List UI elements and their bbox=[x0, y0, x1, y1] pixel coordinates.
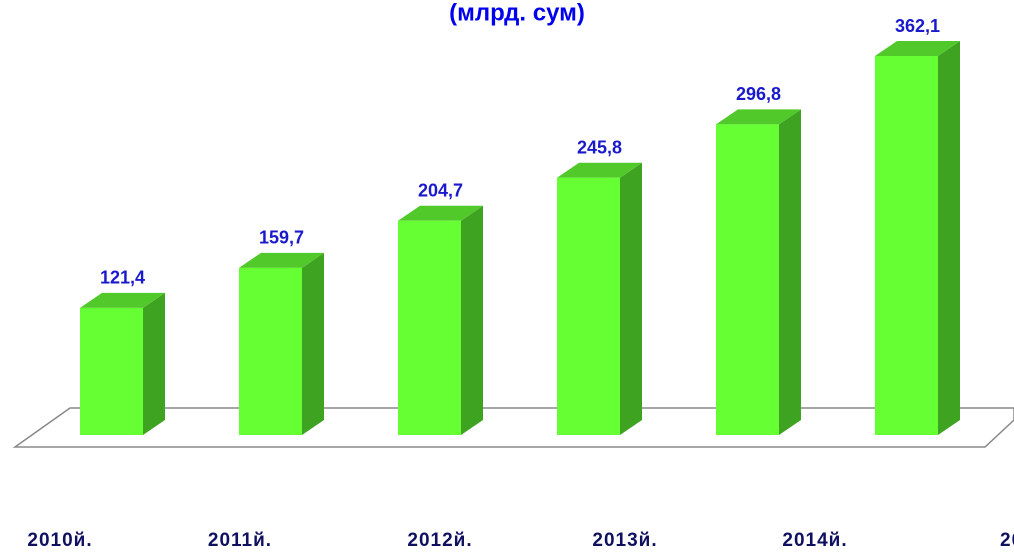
bar bbox=[398, 220, 461, 435]
value-label: 204,7 bbox=[418, 180, 463, 200]
x-tick-label: 2011й. bbox=[208, 530, 272, 551]
bar bbox=[716, 124, 779, 436]
bar-side bbox=[461, 205, 483, 435]
chart-title: (млрд. сум) bbox=[449, 0, 585, 26]
x-tick-label: 2010й. bbox=[27, 530, 92, 551]
value-label: 296,8 bbox=[736, 84, 781, 104]
bar-side bbox=[938, 41, 960, 435]
bar-side bbox=[302, 252, 324, 435]
value-label: 362,1 bbox=[895, 16, 940, 36]
value-label: 159,7 bbox=[259, 228, 304, 248]
bar-top bbox=[239, 252, 324, 268]
bar-side bbox=[620, 162, 642, 436]
bar bbox=[239, 267, 302, 435]
value-label: 121,4 bbox=[100, 268, 145, 288]
bar-top bbox=[557, 162, 642, 178]
bar-top bbox=[80, 292, 165, 308]
bar bbox=[80, 307, 143, 435]
bar-side bbox=[779, 109, 801, 436]
x-tick-label: 2013й. bbox=[592, 530, 657, 551]
bar-top bbox=[398, 205, 483, 221]
x-tick-label: 201 bbox=[1000, 530, 1014, 551]
bar bbox=[875, 56, 938, 435]
value-label: 245,8 bbox=[577, 137, 622, 157]
bar-top bbox=[875, 41, 960, 56]
bar-side bbox=[143, 292, 165, 435]
bar bbox=[557, 177, 620, 436]
bar-top bbox=[716, 109, 801, 125]
x-tick-label: 2012й. bbox=[407, 530, 472, 551]
x-tick-label: 2014й. bbox=[782, 530, 847, 551]
